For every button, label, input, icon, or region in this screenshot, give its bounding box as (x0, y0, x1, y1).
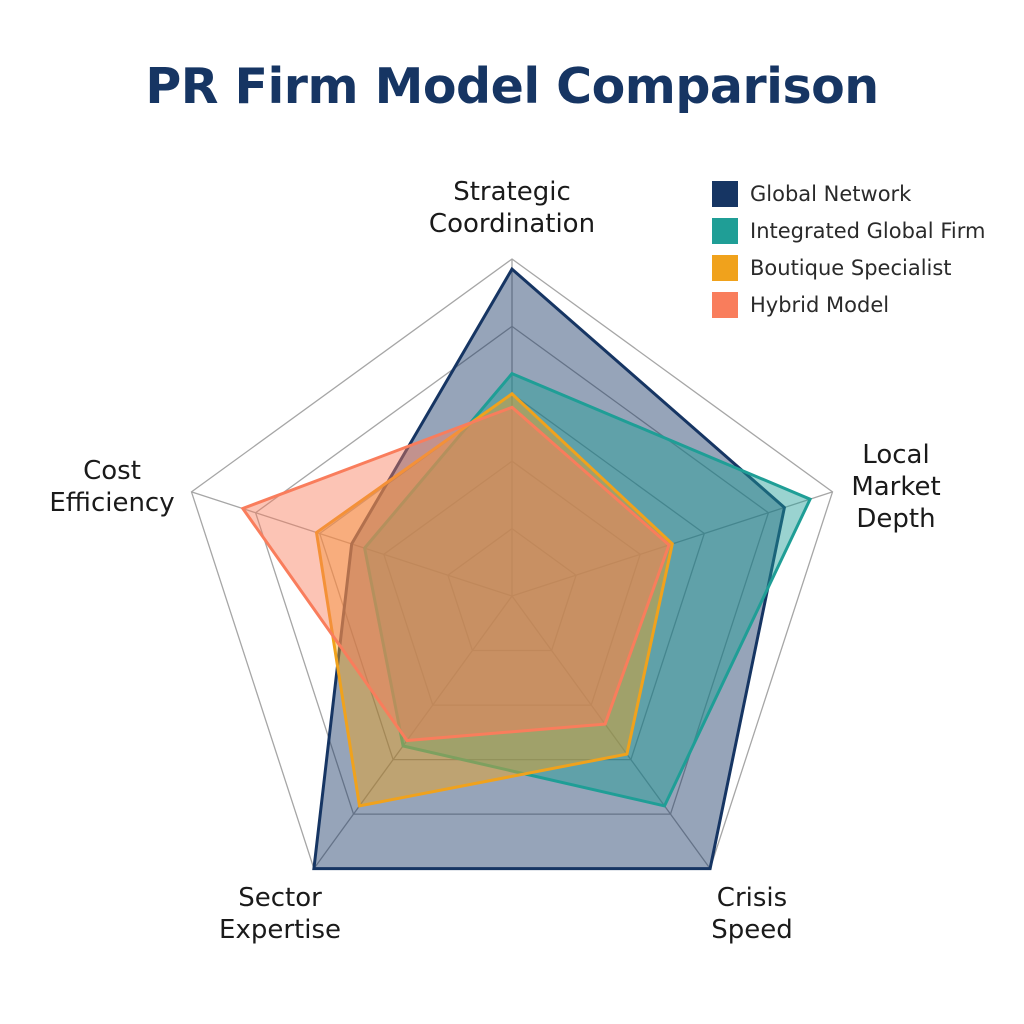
legend-label: Boutique Specialist (750, 255, 952, 280)
legend-label: Integrated Global Firm (750, 218, 986, 243)
axis-label-4: Sector Expertise (219, 883, 341, 945)
axis-label-line: Cost (83, 456, 141, 486)
legend-swatch (712, 180, 738, 207)
axis-label-line: Market (851, 472, 940, 502)
grid-ring-2 (383, 460, 641, 706)
grid-ring-3 (318, 392, 706, 761)
axis-label-line: Strategic (453, 177, 571, 207)
axis-label-line: Coordination (429, 209, 595, 239)
chart-title: PR Firm Model Comparison (145, 58, 879, 115)
series-area-integrated-global-firm (362, 371, 813, 808)
axis-labels: Strategic Coordination Local Market Depth Cri… (49, 177, 940, 945)
legend-item: Hybrid Model (712, 286, 985, 323)
axis-label-2: Local Market Depth (851, 440, 940, 534)
legend-swatch (712, 217, 738, 244)
axis-label-line: Crisis (717, 883, 787, 913)
axis-label-line: Depth (856, 504, 935, 534)
series-layer (240, 266, 813, 871)
axis-spoke-4 (313, 595, 513, 869)
series-area-boutique-specialist (314, 391, 674, 808)
axis-label-line: Local (862, 440, 929, 470)
axis-label-1: Strategic Coordination (429, 177, 595, 239)
axis-label-3: Crisis Speed (711, 883, 793, 945)
legend-label: Hybrid Model (750, 292, 890, 317)
legend-label: Global Network (750, 181, 912, 206)
legend-item: Boutique Specialist (712, 249, 985, 286)
axis-label-line: Sector (238, 883, 322, 913)
axis-label-line: Speed (711, 915, 793, 945)
legend-swatch (712, 291, 738, 318)
axis-spoke-3 (511, 595, 711, 869)
grid-ring-1 (447, 527, 577, 652)
axis-label-line: Expertise (219, 915, 341, 945)
legend: Global Network Integrated Global Firm Bout… (712, 175, 985, 323)
axis-label-line: Efficiency (49, 488, 174, 518)
axis-label-5: Cost Efficiency (49, 456, 174, 518)
legend-item: Global Network (712, 175, 985, 212)
series-area-hybrid-model (240, 405, 671, 743)
legend-item: Integrated Global Firm (712, 212, 985, 249)
legend-swatch (712, 254, 738, 281)
grid-ring-4 (254, 325, 770, 815)
